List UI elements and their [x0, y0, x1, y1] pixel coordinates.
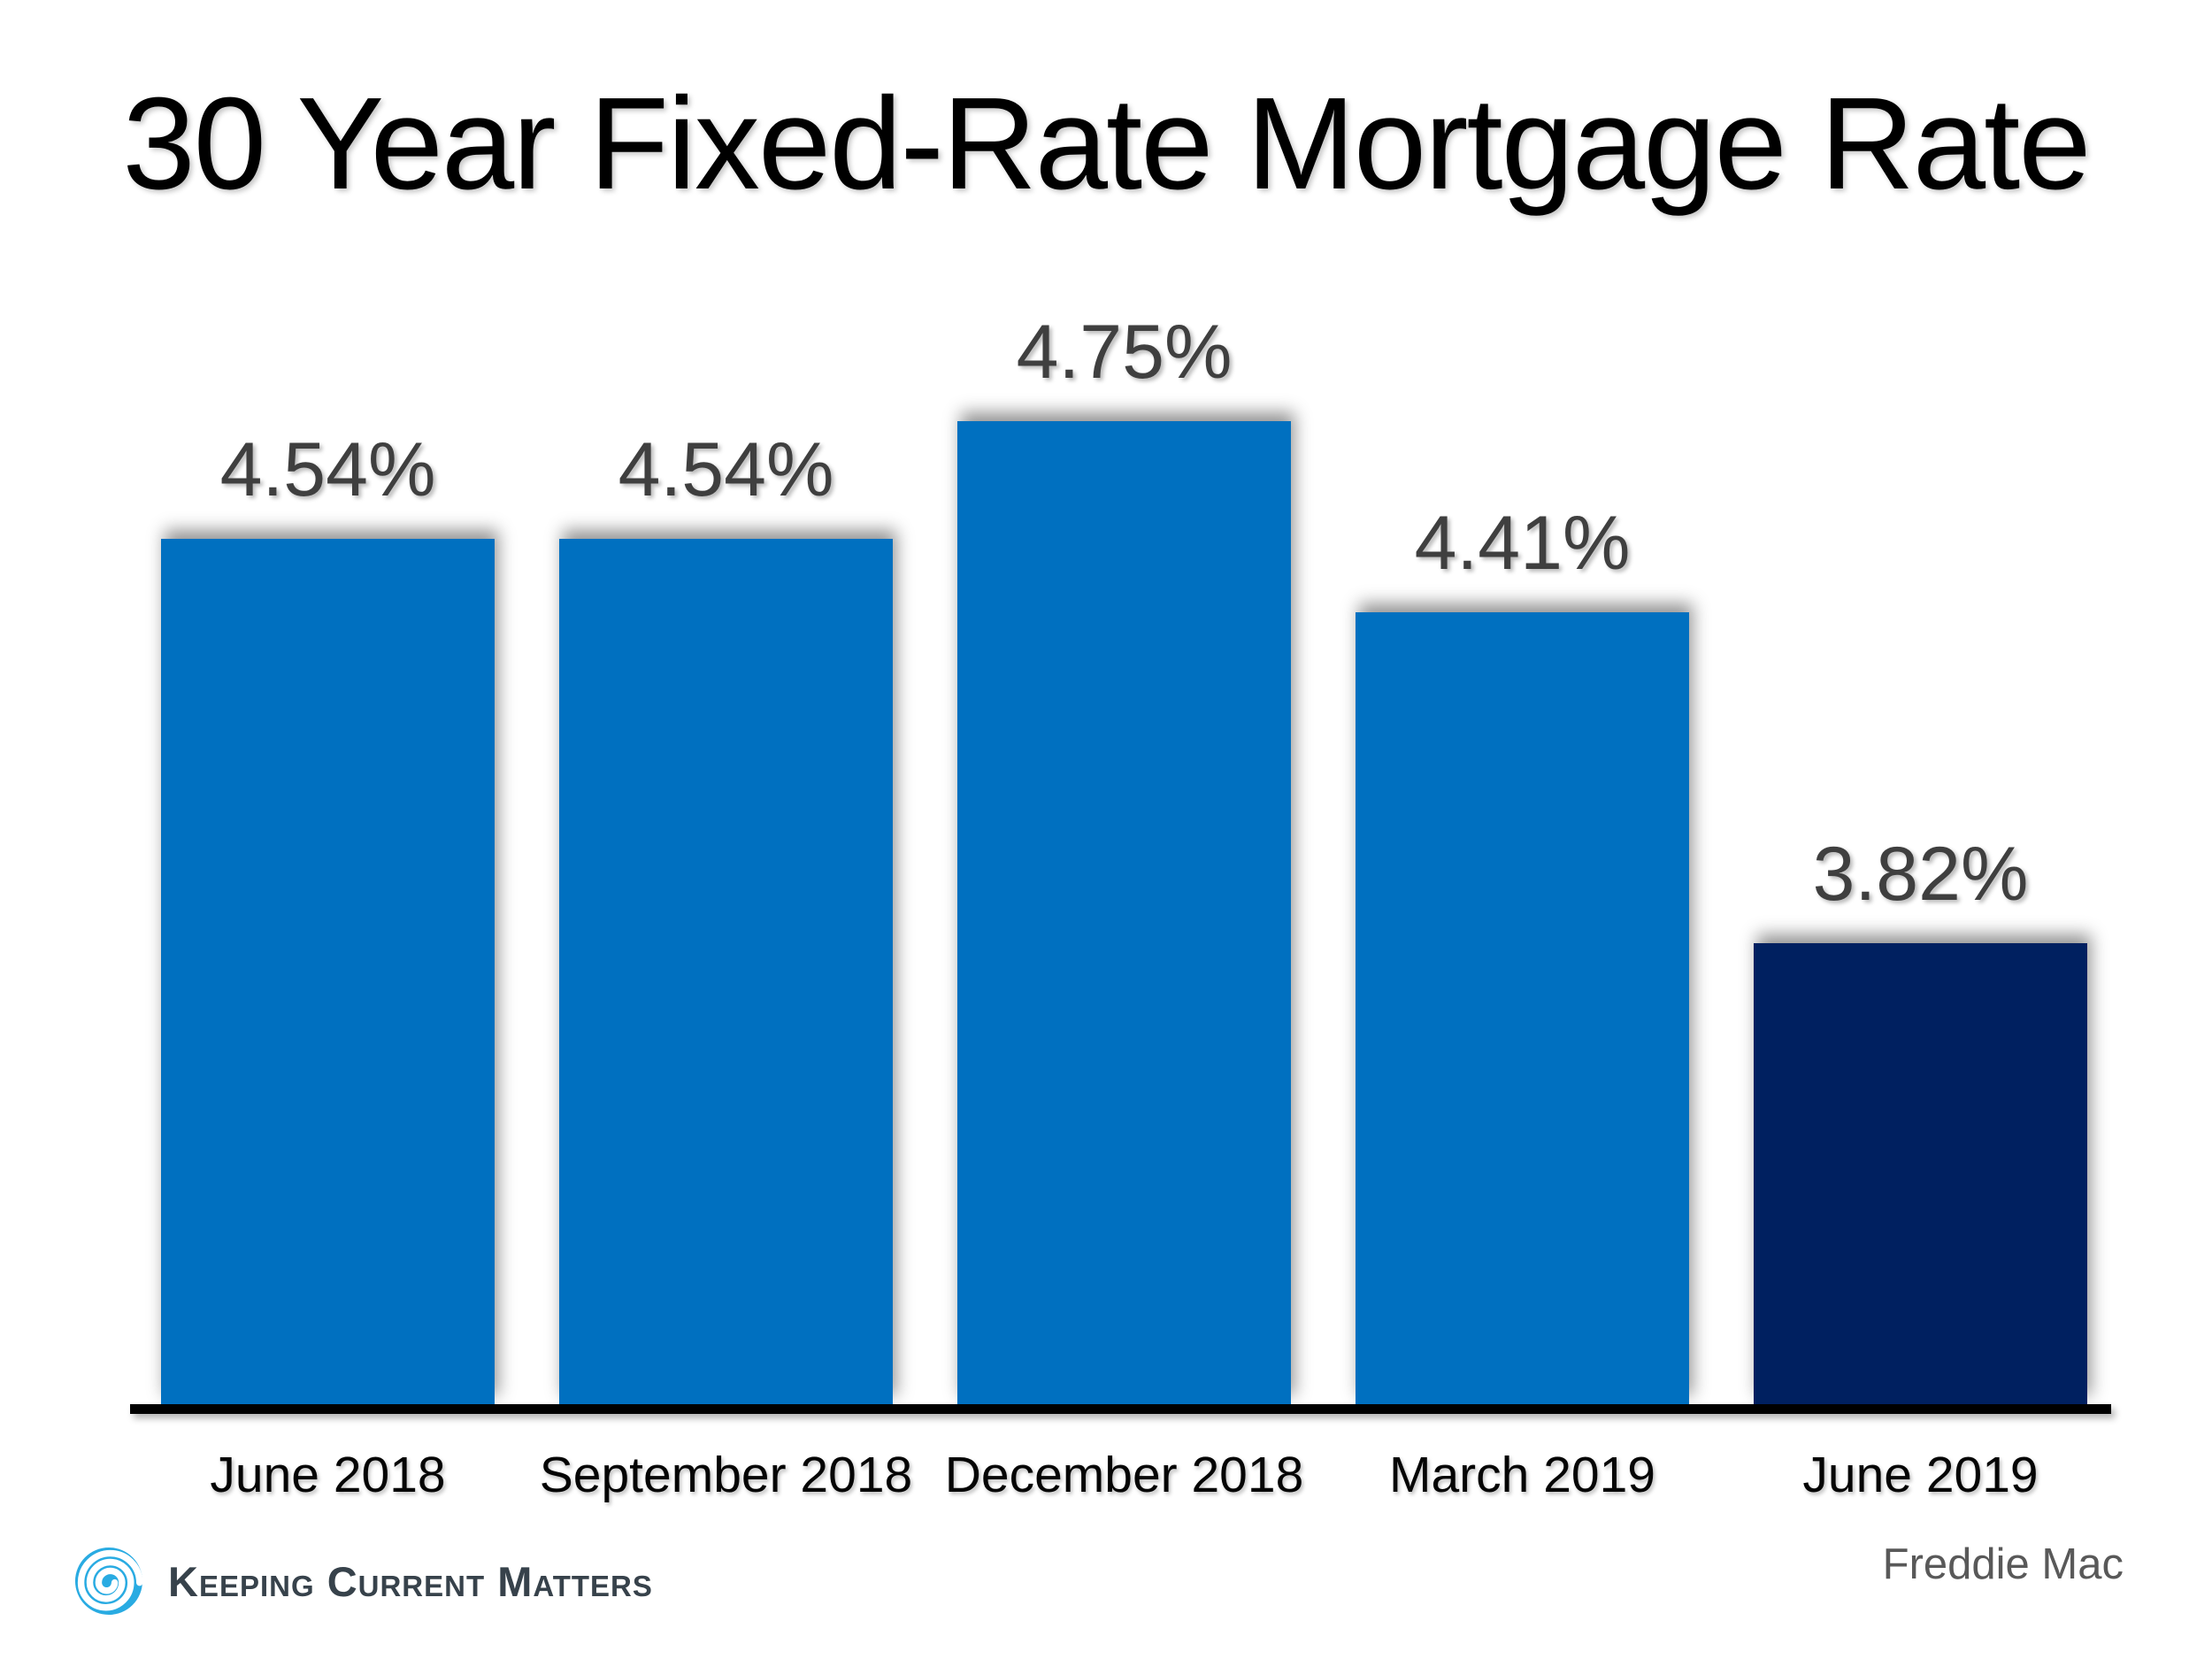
bar-value-label: 4.54% — [618, 427, 834, 512]
bar-value-label: 3.82% — [1812, 832, 2029, 917]
bar-group-2: 4.75% — [957, 309, 1291, 1404]
bar — [1754, 943, 2087, 1404]
bar — [1356, 612, 1689, 1404]
category-label: March 2019 — [1388, 1447, 1656, 1503]
bar-group-3: 4.41% — [1356, 500, 1689, 1404]
bar-value-label: 4.75% — [1016, 310, 1233, 395]
bar — [161, 539, 495, 1404]
x-axis-line — [130, 1404, 2111, 1414]
bar — [559, 539, 893, 1404]
bar-group-0: 4.54% — [161, 426, 495, 1404]
bar-value-label: 4.41% — [1414, 501, 1631, 586]
category-label: June 2018 — [210, 1447, 446, 1503]
bar-group-1: 4.54% — [559, 426, 893, 1404]
category-label: September 2018 — [539, 1447, 913, 1503]
bar — [957, 421, 1291, 1404]
bar-group-4: 3.82% — [1754, 831, 2087, 1404]
category-label: December 2018 — [944, 1447, 1304, 1503]
swirl-icon — [74, 1547, 143, 1616]
logo: Keeping Current Matters — [71, 1543, 653, 1619]
bar-value-label: 4.54% — [219, 427, 436, 512]
chart-title: 30 Year Fixed-Rate Mortgage Rate — [122, 71, 2091, 217]
source-attribution: Freddie Mac — [1882, 1540, 2124, 1588]
logo-text: Keeping Current Matters — [168, 1557, 653, 1605]
category-label: June 2019 — [1802, 1447, 2039, 1503]
